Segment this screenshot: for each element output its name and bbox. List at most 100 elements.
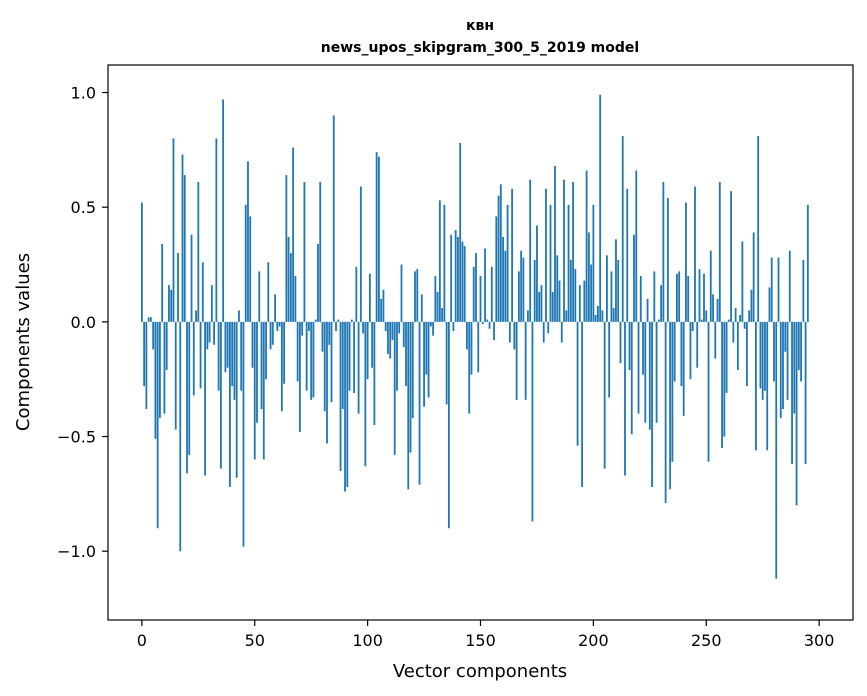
- bar-228: [655, 321, 658, 423]
- bar-31: [210, 285, 213, 322]
- bar-108: [384, 321, 387, 332]
- bar-63: [283, 321, 285, 384]
- x-tick-label: 0: [137, 631, 147, 650]
- bar-153: [486, 319, 489, 322]
- bar-193: [576, 321, 579, 446]
- bar-125: [423, 321, 425, 407]
- bar-91: [346, 321, 349, 487]
- bar-134: [443, 204, 446, 322]
- y-tick-label: 0.5: [71, 198, 96, 217]
- bar-140: [457, 237, 459, 322]
- bar-129: [432, 321, 434, 336]
- bar-185: [558, 280, 561, 322]
- bar-231: [662, 181, 665, 322]
- bar-117: [405, 321, 407, 387]
- bar-98: [362, 321, 365, 334]
- bar-169: [522, 257, 525, 322]
- bar-64: [285, 175, 288, 322]
- bar-73: [305, 321, 308, 391]
- bar-58: [271, 321, 274, 345]
- bar-173: [531, 321, 534, 522]
- bar-20: [186, 321, 188, 474]
- bar-222: [642, 321, 644, 375]
- x-tick-label: 150: [465, 631, 496, 650]
- bar-54: [262, 321, 265, 460]
- bar-230: [660, 285, 663, 322]
- bar-34: [217, 321, 220, 391]
- bar-293: [802, 259, 805, 322]
- bar-236: [673, 321, 676, 382]
- bar-291: [797, 321, 800, 371]
- bar-257: [721, 321, 723, 448]
- bar-136: [447, 321, 450, 529]
- bar-279: [770, 257, 773, 322]
- bar-276: [764, 321, 766, 391]
- bar-294: [804, 321, 807, 465]
- bar-167: [517, 271, 520, 322]
- bar-217: [630, 321, 633, 435]
- bar-56: [267, 262, 270, 322]
- bar-50: [253, 321, 256, 460]
- bar-267: [743, 321, 746, 329]
- bar-44: [240, 321, 243, 391]
- bar-13: [170, 289, 173, 322]
- bar-255: [716, 298, 719, 322]
- bar-94: [353, 321, 355, 393]
- bar-285: [784, 321, 787, 352]
- bar-3: [147, 317, 150, 322]
- bar-271: [752, 232, 755, 322]
- bar-70: [298, 321, 301, 432]
- bar-200: [592, 204, 595, 322]
- bar-199: [590, 264, 593, 322]
- bar-174: [533, 259, 536, 322]
- bar-132: [438, 200, 441, 322]
- bar-259: [725, 321, 728, 393]
- bar-196: [583, 280, 586, 322]
- bar-123: [418, 321, 421, 485]
- bar-22: [190, 234, 193, 322]
- bar-146: [470, 321, 473, 375]
- bar-59: [274, 294, 276, 322]
- bar-133: [441, 308, 444, 322]
- bar-262: [732, 321, 735, 343]
- bar-224: [646, 298, 649, 322]
- bar-116: [402, 321, 405, 348]
- bar-118: [407, 321, 410, 490]
- bar-126: [425, 321, 428, 375]
- bar-183: [554, 165, 556, 322]
- bar-36: [222, 99, 225, 322]
- bar-225: [648, 321, 651, 430]
- bar-104: [375, 152, 378, 322]
- bar-12: [168, 285, 170, 322]
- bar-128: [429, 321, 432, 327]
- bar-88: [339, 321, 342, 471]
- bar-163: [508, 321, 511, 343]
- bar-182: [551, 292, 554, 322]
- bar-290: [795, 321, 798, 506]
- bar-113: [396, 321, 398, 391]
- bar-207: [608, 321, 611, 398]
- bar-147: [472, 266, 475, 322]
- bar-221: [639, 275, 642, 322]
- bar-145: [468, 321, 471, 414]
- bar-2: [145, 321, 148, 410]
- bar-77: [314, 319, 317, 322]
- bar-8: [159, 321, 161, 419]
- bar-244: [691, 321, 694, 332]
- bar-278: [768, 287, 771, 322]
- bar-211: [617, 259, 620, 322]
- bar-186: [560, 321, 563, 343]
- bar-181: [549, 204, 552, 322]
- bar-212: [619, 321, 622, 364]
- bar-235: [671, 321, 674, 462]
- bar-261: [730, 191, 732, 322]
- bar-227: [653, 271, 656, 322]
- bar-61: [278, 321, 281, 327]
- bar-258: [723, 321, 726, 437]
- bar-68: [294, 275, 297, 322]
- bar-23: [192, 321, 195, 396]
- bar-284: [782, 321, 784, 410]
- bar-131: [436, 292, 439, 322]
- bar-79: [319, 181, 322, 322]
- bar-82: [326, 321, 328, 444]
